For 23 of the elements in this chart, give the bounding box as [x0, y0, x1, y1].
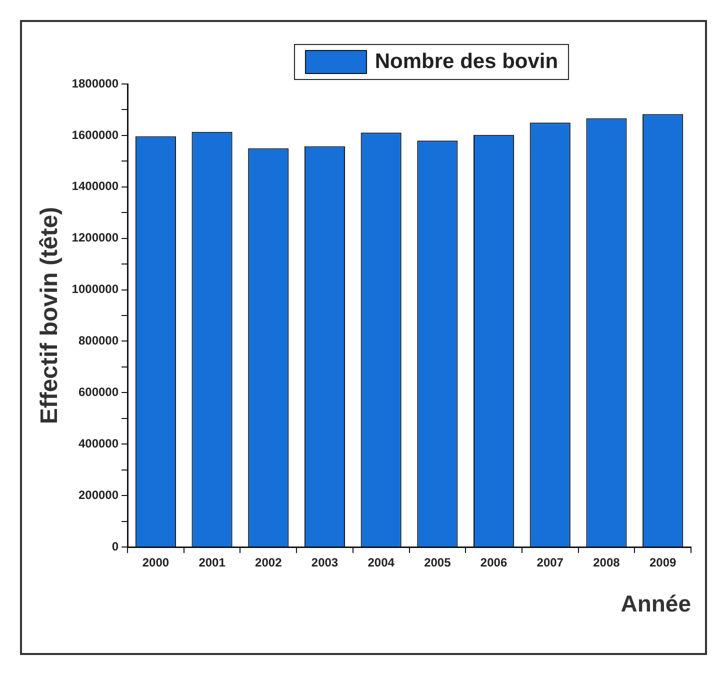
y-tick-label: 1600000 [72, 128, 119, 142]
x-axis-title: Année [620, 590, 691, 617]
x-tick-label: 2001 [198, 556, 226, 570]
x-tick-label: 2004 [368, 556, 395, 570]
y-tick-label: 400000 [78, 436, 119, 450]
y-tick-label: 1200000 [72, 230, 119, 245]
x-tick-label: 2009 [649, 556, 676, 570]
x-tick-label: 2006 [480, 556, 508, 570]
y-axis-title: Effectif bovin (tête) [36, 206, 64, 424]
text: Nombre des bovin [374, 50, 558, 74]
x-tick-label: 2007 [536, 556, 564, 570]
y-tick-label: 1800000 [72, 76, 119, 90]
y-tick-label: 1000000 [72, 282, 119, 296]
x-tick-label: 2002 [255, 556, 282, 570]
x-tick-label: 2005 [424, 556, 452, 570]
y-tick-label: 800000 [78, 334, 119, 348]
x-tick-label: 2008 [593, 556, 620, 570]
x-tick-label: 2003 [311, 556, 338, 570]
y-tick-label: 1400000 [72, 179, 119, 194]
y-tick-label: 0 [112, 539, 119, 554]
x-tick-label: 2000 [142, 556, 170, 570]
y-tick-label: 200000 [78, 488, 119, 502]
y-tick-label: 600000 [78, 384, 119, 399]
